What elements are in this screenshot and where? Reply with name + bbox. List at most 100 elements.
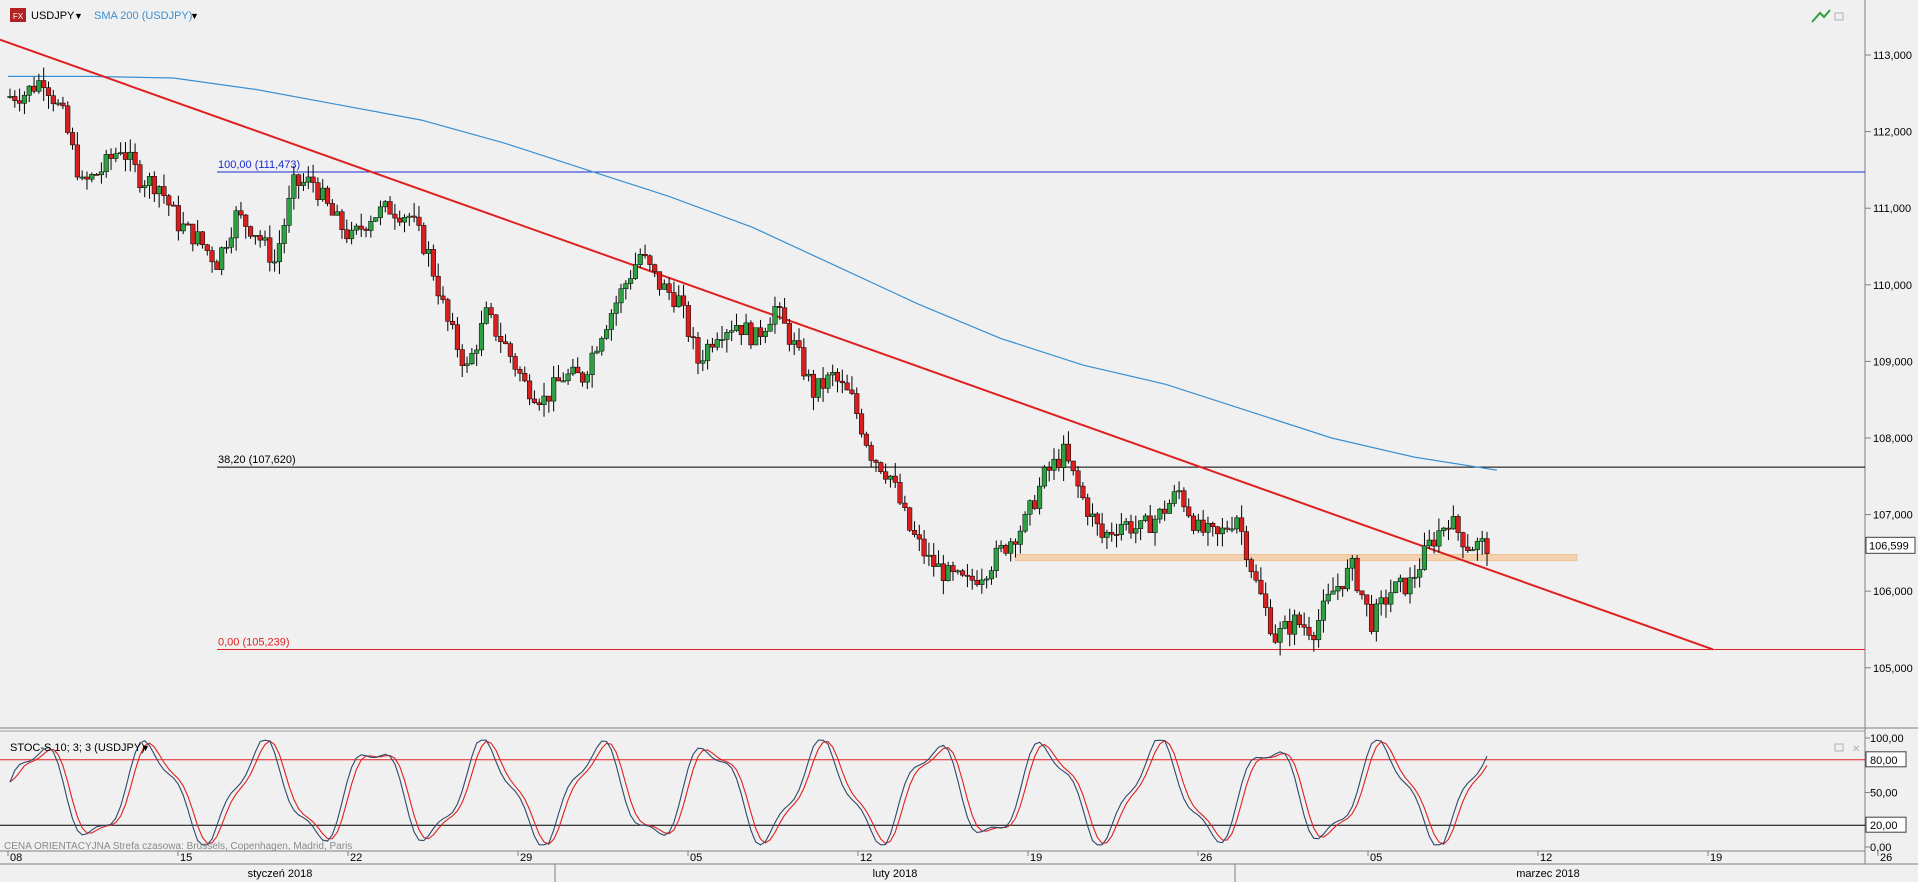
candle-body: [911, 530, 918, 535]
candle-body: [719, 339, 725, 341]
candle-body: [834, 372, 841, 382]
candle-body: [907, 507, 913, 531]
candle-body: [401, 217, 408, 223]
fib-level-label: 0,00 (105,239): [218, 636, 290, 648]
candle-body: [695, 337, 701, 364]
candle-body: [411, 215, 417, 218]
candle-body: [1383, 597, 1389, 605]
candle-body: [1142, 515, 1148, 521]
candle-body: [1109, 532, 1115, 535]
candle-body: [469, 353, 475, 365]
candle-body: [296, 174, 302, 186]
candle-body: [1330, 590, 1336, 595]
candle-body: [310, 176, 316, 183]
candle-body: [1301, 624, 1307, 628]
candle-body: [1195, 519, 1201, 531]
sma-dropdown-icon[interactable]: ▼: [190, 11, 199, 21]
candle-body: [979, 579, 985, 585]
candle-body: [1239, 517, 1245, 532]
indicator-close-icon[interactable]: ✕: [1852, 744, 1860, 755]
candle-body: [628, 278, 634, 284]
sma-200-path[interactable]: [8, 75, 1498, 471]
symbol-name[interactable]: USDJPY: [31, 10, 75, 22]
symbol-dropdown-icon[interactable]: ▼: [74, 11, 83, 21]
indicator-label[interactable]: STOC-S 10; 3; 3 (USDJPY): [10, 742, 145, 754]
candle-body: [1186, 506, 1192, 517]
candle-body: [55, 102, 61, 105]
candle-body: [661, 283, 667, 290]
candle-body: [1258, 579, 1264, 595]
indicator-maximize-icon[interactable]: [1834, 743, 1844, 752]
time-axis[interactable]: 08 15 22 29 05 12 19 26 05 12 19 26 styczeń 2018 luty…: [7, 851, 1892, 882]
candle-body: [1306, 627, 1312, 636]
candle-body: [1085, 497, 1091, 517]
month-label: luty 2018: [873, 868, 918, 880]
candle-body: [1311, 635, 1317, 641]
downtrend-line[interactable]: [0, 38, 1714, 651]
candle-body: [1450, 516, 1456, 530]
price-axis-label: 106,000: [1873, 586, 1913, 598]
indicator-header[interactable]: STOC-S 10; 3; 3 (USDJPY) ▼ ✕: [10, 742, 1860, 755]
trendline[interactable]: [0, 38, 1714, 651]
candle-body: [1368, 603, 1375, 632]
candle-body: [748, 322, 754, 346]
candle-body: [228, 237, 234, 248]
candle-body: [676, 295, 682, 307]
candle-body: [575, 366, 581, 374]
candle-body: [257, 235, 263, 241]
indicator-dropdown-icon[interactable]: ▼: [141, 743, 150, 753]
candle-body: [1219, 527, 1225, 535]
time-axis-label: 26: [1200, 852, 1212, 864]
candle-body: [1320, 600, 1326, 621]
candle-body: [488, 307, 494, 316]
candle-body: [1407, 577, 1413, 595]
candle-body: [7, 96, 13, 98]
candle-body: [873, 460, 879, 463]
candle-body: [806, 373, 812, 377]
candle-body: [392, 213, 398, 219]
candle-body: [195, 231, 201, 245]
candle-body: [1470, 549, 1476, 552]
candle-body: [854, 393, 860, 415]
candle-body: [190, 223, 196, 245]
maximize-icon[interactable]: [1834, 12, 1844, 21]
candle-body: [291, 174, 297, 199]
candle-body: [426, 249, 432, 254]
candle-body: [1243, 531, 1249, 560]
candle-body: [1157, 508, 1163, 520]
sma-label[interactable]: SMA 200 (USDJPY): [94, 10, 192, 22]
candle-body: [1455, 516, 1461, 533]
support-zone-rect[interactable]: [1014, 554, 1578, 561]
candle-body: [1340, 586, 1346, 590]
price-axis-label: 110,000: [1873, 280, 1912, 292]
candle-body: [1354, 558, 1360, 592]
symbol-header[interactable]: FX USDJPY ▼ SMA 200 (USDJPY) ▼: [10, 8, 199, 22]
candle-body: [329, 203, 335, 216]
candle-body: [998, 545, 1004, 549]
candle-body: [1075, 470, 1081, 487]
footer-note: CENA ORIENTACYJNA Strefa czasowa: Brusse…: [4, 841, 352, 852]
fibonacci-levels: 100,00 (111,473) 38,20 (107,620) 0,00 (105…: [217, 159, 1865, 650]
candle-body: [498, 336, 504, 342]
candle-body: [151, 176, 157, 195]
chart-toolbar[interactable]: [1811, 9, 1844, 23]
candle-body: [252, 235, 258, 237]
candle-body: [1123, 521, 1129, 525]
time-axis-label: 26: [1880, 852, 1892, 864]
candle-body: [647, 255, 653, 265]
trend-tool-icon[interactable]: [1811, 9, 1831, 23]
candle-body: [955, 570, 961, 573]
candle-body: [69, 132, 76, 146]
time-axis-label: 29: [520, 852, 532, 864]
candle-body: [671, 292, 677, 307]
candle-body: [887, 475, 893, 480]
candle-body: [248, 226, 254, 237]
candle-body: [1436, 530, 1442, 547]
candle-body: [815, 378, 821, 398]
price-axis[interactable]: 113,000 112,000 111,000 110,000 109,000 108,0…: [1865, 50, 1916, 675]
candle-body: [1166, 503, 1173, 514]
candle-body: [1032, 500, 1038, 509]
candle-body: [281, 225, 287, 244]
candle-body: [1138, 520, 1144, 529]
